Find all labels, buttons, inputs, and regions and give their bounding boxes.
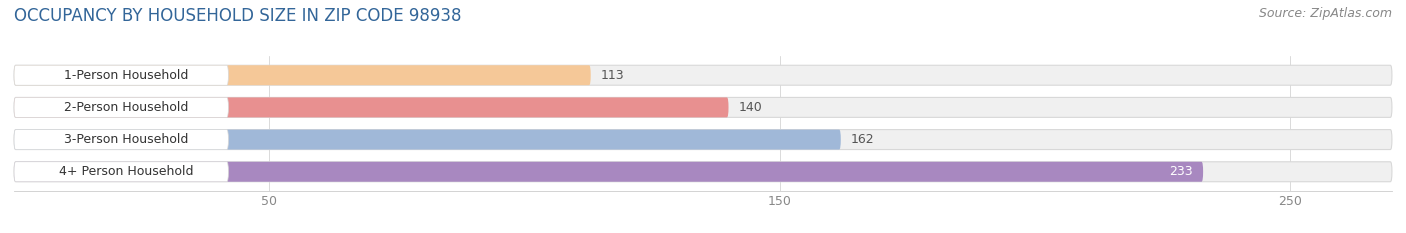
FancyBboxPatch shape [14,65,1392,85]
FancyBboxPatch shape [14,97,228,117]
FancyBboxPatch shape [14,65,591,85]
FancyBboxPatch shape [14,130,228,150]
Text: Source: ZipAtlas.com: Source: ZipAtlas.com [1258,7,1392,20]
FancyBboxPatch shape [14,97,728,117]
FancyBboxPatch shape [14,65,228,85]
Text: 233: 233 [1170,165,1192,178]
Text: 162: 162 [851,133,875,146]
Text: 4+ Person Household: 4+ Person Household [59,165,194,178]
Text: 2-Person Household: 2-Person Household [65,101,188,114]
FancyBboxPatch shape [14,130,841,150]
FancyBboxPatch shape [14,97,1392,117]
FancyBboxPatch shape [14,130,1392,150]
FancyBboxPatch shape [14,162,228,182]
Text: 3-Person Household: 3-Person Household [65,133,188,146]
FancyBboxPatch shape [14,162,1204,182]
Text: 140: 140 [738,101,762,114]
FancyBboxPatch shape [14,162,1392,182]
Text: 1-Person Household: 1-Person Household [65,69,188,82]
Text: OCCUPANCY BY HOUSEHOLD SIZE IN ZIP CODE 98938: OCCUPANCY BY HOUSEHOLD SIZE IN ZIP CODE … [14,7,461,25]
Text: 113: 113 [600,69,624,82]
